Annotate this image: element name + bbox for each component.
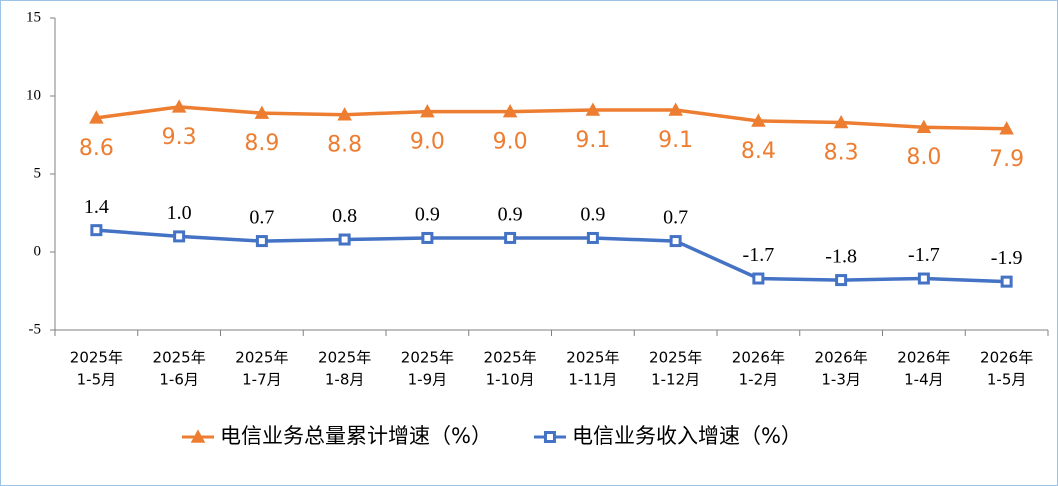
x-tick-label: 2026年: [815, 349, 868, 367]
data-label: 1.4: [84, 196, 109, 218]
data-point: [338, 233, 351, 246]
data-label: 8.4: [741, 139, 776, 164]
x-tick-label: 2025年: [318, 349, 371, 367]
data-label: 0.9: [498, 204, 523, 226]
data-point: [173, 230, 186, 243]
data-point: [669, 235, 682, 248]
x-tick-label: 1-7月: [242, 371, 282, 389]
data-label: 0.7: [663, 207, 688, 229]
x-tick-label: 2025年: [70, 349, 123, 367]
data-label: 7.9: [989, 147, 1024, 172]
data-label: 1.0: [167, 202, 192, 224]
data-point: [585, 102, 601, 116]
data-point: [420, 104, 435, 118]
x-tick-label: 1-9月: [408, 371, 448, 389]
data-label: 8.8: [327, 133, 362, 158]
x-tick-label: 2026年: [732, 349, 785, 367]
series-line: [96, 228, 1007, 284]
data-label: 0.7: [249, 207, 274, 229]
data-label: -1.7: [908, 244, 940, 266]
data-label: -1.7: [743, 244, 775, 266]
data-label: 8.0: [906, 145, 941, 170]
data-point: [89, 110, 104, 124]
series-line: [96, 105, 1007, 131]
data-point: [999, 121, 1014, 135]
data-point: [752, 272, 765, 285]
x-tick-label: 1-2月: [739, 371, 779, 389]
data-point: [835, 274, 848, 287]
data-label: 0.8: [332, 205, 357, 227]
x-tick-label: 2026年: [980, 349, 1033, 367]
x-tick-label: 2025年: [649, 349, 702, 367]
legend-label: 电信业务收入增速（%）: [572, 424, 802, 448]
x-tick-label: 1-10月: [486, 371, 535, 389]
data-point: [916, 119, 932, 133]
data-point: [751, 113, 766, 127]
data-label: 9.3: [162, 125, 197, 150]
x-tick-label: 1-12月: [651, 371, 700, 389]
data-point: [254, 105, 270, 119]
data-point: [917, 272, 930, 285]
legend-marker: [190, 429, 206, 443]
data-label: 8.6: [79, 136, 114, 161]
data-point: [337, 107, 352, 121]
data-label: 0.9: [580, 204, 605, 226]
data-label: 9.0: [410, 130, 445, 155]
data-label: 9.1: [575, 128, 610, 153]
data-point: [255, 235, 268, 248]
data-label: 9.1: [658, 128, 693, 153]
data-label: 9.0: [493, 130, 528, 155]
x-tick-label: 1-3月: [821, 371, 861, 389]
y-tick-label: 15: [26, 9, 41, 25]
y-tick-label: -5: [29, 321, 42, 337]
x-tick-label: 1-5月: [987, 371, 1027, 389]
data-point: [421, 231, 434, 244]
x-tick-label: 2025年: [153, 349, 206, 367]
x-tick-label: 1-4月: [904, 371, 944, 389]
y-tick-label: 10: [26, 87, 41, 103]
x-tick-label: 1-5月: [77, 371, 117, 389]
data-point: [833, 114, 849, 129]
x-tick-label: 2025年: [401, 349, 454, 367]
data-point: [171, 99, 187, 113]
data-label: -1.9: [991, 247, 1023, 269]
x-tick-label: 2025年: [484, 349, 537, 367]
x-tick-label: 2026年: [897, 349, 950, 367]
y-tick-label: 0: [34, 243, 42, 259]
data-point: [90, 224, 103, 237]
x-tick-label: 2025年: [566, 349, 619, 367]
data-point: [504, 231, 517, 244]
data-label: 8.9: [244, 131, 279, 156]
x-tick-label: 1-6月: [159, 371, 199, 389]
data-point: [668, 102, 683, 116]
data-point: [1000, 275, 1013, 288]
x-tick-label: 1-8月: [325, 371, 365, 389]
legend-marker: [543, 431, 556, 443]
x-tick-label: 2025年: [235, 349, 288, 367]
data-point: [502, 104, 518, 118]
data-label: -1.8: [825, 246, 857, 268]
y-tick-label: 5: [34, 165, 42, 181]
data-label: 0.9: [415, 204, 440, 226]
x-tick-label: 1-11月: [568, 371, 617, 389]
data-point: [586, 231, 599, 244]
legend-label: 电信业务总量累计增速（%）: [220, 424, 492, 448]
data-label: 8.3: [824, 141, 859, 166]
